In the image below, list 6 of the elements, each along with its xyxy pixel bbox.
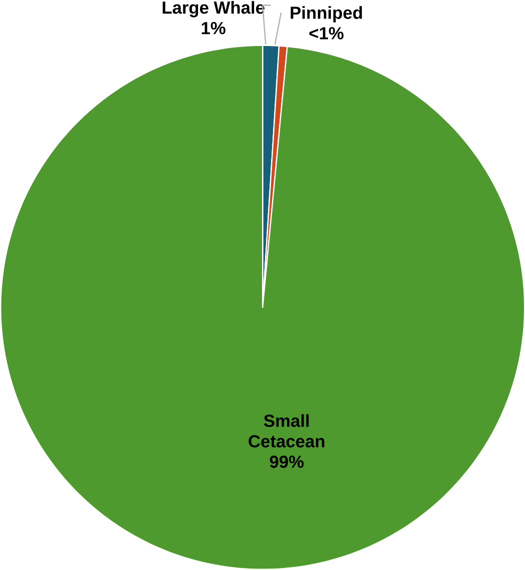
data-label: <1%	[309, 27, 344, 40]
slice-label: Small Cetacean	[248, 414, 324, 448]
slice-label: Pinniped	[290, 6, 362, 22]
data-label: 1%	[202, 22, 226, 34]
data-label: 99%	[270, 456, 304, 468]
slice-label: Large Whale	[162, 1, 264, 18]
